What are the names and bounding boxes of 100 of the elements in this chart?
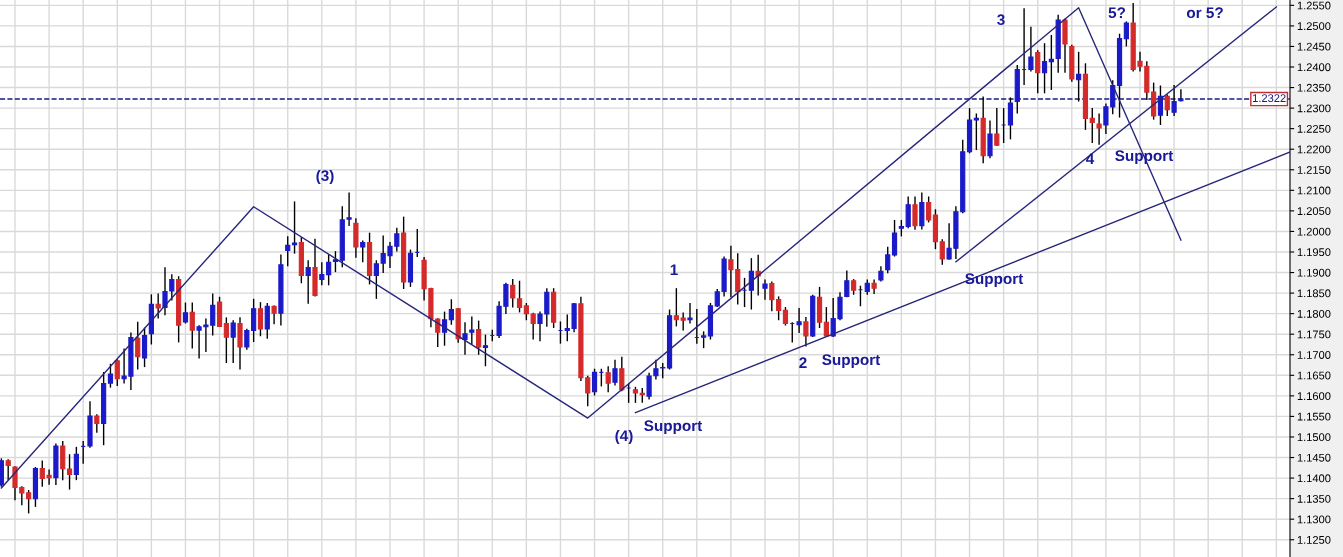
y-tick-label: 1.1550 [1297, 412, 1331, 421]
candlestick [237, 316, 243, 371]
candlestick [762, 278, 768, 301]
candlestick [973, 112, 979, 151]
candlestick [1096, 112, 1102, 146]
candlestick [482, 333, 489, 367]
y-tick-label: 1.1350 [1297, 494, 1331, 503]
y-tick-label: 1.1800 [1297, 309, 1331, 318]
annotation: 5? [1108, 7, 1126, 19]
annotation: 1 [670, 264, 678, 275]
y-tick-label: 1.1500 [1297, 433, 1331, 442]
candlestick [1171, 84, 1177, 117]
candlestick [141, 326, 148, 368]
y-tick-label: 1.1600 [1297, 392, 1331, 400]
candlestick [305, 259, 311, 305]
y-tick-label: 1.1900 [1297, 268, 1331, 277]
candlestick [264, 302, 270, 340]
candlestick [107, 363, 114, 389]
annotation: 2 [799, 357, 807, 368]
y-tick-label: 1.1850 [1297, 289, 1331, 298]
candlestick [60, 440, 66, 481]
y-tick-label: 1.1650 [1297, 371, 1331, 380]
candlestick [476, 319, 482, 356]
candlestick [510, 278, 516, 309]
candlestick [796, 307, 802, 334]
annotation: (3) [316, 169, 334, 185]
candlestick [1007, 96, 1014, 141]
candlestick [114, 358, 120, 387]
y-tick-label: 1.2200 [1297, 145, 1331, 154]
candlestick [782, 306, 789, 327]
candlestick [619, 356, 625, 393]
y-tick-label: 1.2100 [1297, 186, 1331, 195]
candlestick [1076, 51, 1082, 103]
candlestick [271, 304, 277, 326]
candlestick [926, 195, 932, 224]
candlestick [155, 292, 161, 320]
candlestick [1164, 93, 1170, 117]
y-tick-label: 1.1950 [1297, 248, 1331, 257]
candlestick [189, 301, 195, 350]
y-tick-label: 1.1750 [1297, 330, 1331, 339]
candlestick [885, 245, 891, 275]
y-tick-label: 1.2250 [1297, 124, 1331, 133]
y-tick-label: 1.2400 [1297, 63, 1331, 72]
candlestick [516, 280, 523, 314]
candlestick [1035, 49, 1041, 95]
candlestick [353, 217, 359, 259]
candlestick [1089, 107, 1095, 144]
candlestick [66, 453, 73, 491]
candlestick [135, 321, 141, 371]
y-tick-label: 1.2150 [1297, 166, 1331, 174]
y-tick-label: 1.1250 [1297, 536, 1331, 544]
y-tick-label: 1.2550 [1297, 1, 1331, 10]
candlestick [844, 269, 850, 298]
candlestick [469, 315, 475, 346]
annotation: or 5? [1186, 7, 1223, 19]
y-tick-label: 1.1300 [1297, 515, 1331, 524]
candlestick [912, 195, 918, 231]
candlestick [223, 316, 229, 364]
candlestick [919, 191, 925, 231]
candlestick [182, 301, 189, 325]
candlestick [1123, 20, 1129, 48]
candlestick [448, 298, 454, 326]
candlestick [612, 358, 618, 387]
y-tick-label: 1.1400 [1297, 474, 1331, 483]
y-tick-label: 1.1450 [1297, 453, 1331, 462]
candlestick [1178, 88, 1184, 103]
annotation: Support [644, 420, 703, 435]
y-tick-label: 1.2000 [1297, 227, 1331, 236]
candlestick [230, 319, 236, 364]
candlestick [891, 219, 898, 258]
y-tick-label: 1.2300 [1297, 104, 1331, 113]
candlestick [5, 458, 11, 481]
annotation: (4) [615, 429, 633, 445]
candlestick [994, 107, 1000, 147]
annotation: 3 [997, 14, 1005, 26]
candlestick [291, 200, 298, 255]
candlestick [1028, 26, 1034, 73]
annotation: Support [965, 273, 1024, 288]
candlestick [987, 119, 993, 159]
y-tick-label: 1.2450 [1297, 42, 1331, 51]
y-tick-label: 1.2500 [1297, 22, 1331, 31]
candlestick [605, 365, 611, 393]
candlestick [803, 316, 809, 348]
candlestick [823, 306, 829, 338]
annotation: Support [822, 354, 881, 369]
candlestick [360, 239, 366, 263]
candlestick [257, 301, 264, 337]
candlestick [1041, 42, 1048, 95]
candlestick [462, 321, 468, 356]
y-tick-label: 1.2050 [1297, 207, 1331, 216]
y-tick-label: 1.1700 [1297, 351, 1331, 359]
annotation: 4 [1085, 153, 1095, 164]
candlestick [939, 238, 945, 266]
candlestick [332, 250, 339, 273]
candlestick [73, 446, 79, 481]
ref-line-label: 1.2322 [1253, 94, 1286, 103]
candlestick [687, 302, 693, 325]
candlestick [285, 235, 291, 268]
candlestick [591, 368, 598, 397]
candlestick [1062, 17, 1068, 74]
